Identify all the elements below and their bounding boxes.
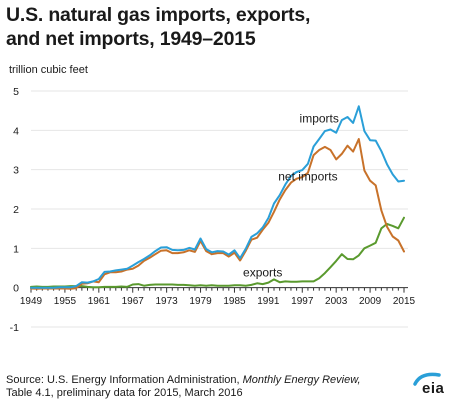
grid-layer bbox=[31, 90, 408, 328]
y-tick-label: 0 bbox=[13, 283, 19, 295]
series-label-exports: exports bbox=[243, 266, 282, 280]
series-label-layer: imports net imports exports bbox=[243, 111, 339, 279]
chart-title-line-2: and net imports, 1949–2015 bbox=[6, 28, 256, 50]
y-axis-unit-label: trillion cubic feet bbox=[9, 64, 88, 76]
x-tick-label: 2009 bbox=[359, 296, 382, 307]
x-tick-label: 2003 bbox=[325, 296, 348, 307]
source-publication: Monthly Energy Review, bbox=[242, 374, 361, 386]
eia-logo-text: eia bbox=[422, 380, 445, 397]
x-tick-label: 1961 bbox=[88, 296, 111, 307]
y-tick-label: 1 bbox=[13, 243, 19, 255]
series-line-exports bbox=[30, 216, 405, 289]
chart-title: U.S. natural gas imports, exports, and n… bbox=[6, 3, 446, 51]
series-line-net-imports bbox=[30, 138, 405, 290]
x-tick-label: 2015 bbox=[393, 296, 416, 307]
y-tick-label: -1 bbox=[10, 322, 19, 334]
chart-title-line-1: U.S. natural gas imports, exports, bbox=[6, 4, 311, 26]
y-tick-label: 2 bbox=[13, 204, 19, 216]
axis-layer: -1 0 1 2 3 4 5 1949 1955 1961 1967 1973 1979 1985 1991… bbox=[10, 86, 416, 334]
x-tick-label: 1967 bbox=[122, 296, 145, 307]
y-tick-label: 5 bbox=[13, 86, 19, 98]
x-tick-label: 1973 bbox=[156, 296, 179, 307]
x-tick-label: 1991 bbox=[257, 296, 280, 307]
x-tick-label: 1955 bbox=[54, 296, 77, 307]
series-label-imports: imports bbox=[300, 111, 339, 125]
series-line-imports bbox=[30, 105, 405, 289]
series-layer bbox=[30, 105, 405, 290]
source-prefix: Source: U.S. Energy Information Administ… bbox=[6, 374, 243, 386]
y-tick-label: 3 bbox=[13, 165, 19, 177]
y-tick-label: 4 bbox=[13, 125, 19, 137]
x-tick-label: 1979 bbox=[189, 296, 212, 307]
x-tick-label: 1997 bbox=[291, 296, 314, 307]
x-tick-label: 1949 bbox=[20, 296, 43, 307]
eia-logo-arc-icon bbox=[413, 372, 441, 386]
series-label-net-imports: net imports bbox=[278, 170, 337, 184]
eia-logo: eia bbox=[409, 370, 447, 402]
source-line-2: Table 4.1, preliminary data for 2015, Ma… bbox=[6, 386, 243, 399]
x-tick-label: 1985 bbox=[223, 296, 246, 307]
source-note: Source: U.S. Energy Information Administ… bbox=[6, 374, 406, 399]
